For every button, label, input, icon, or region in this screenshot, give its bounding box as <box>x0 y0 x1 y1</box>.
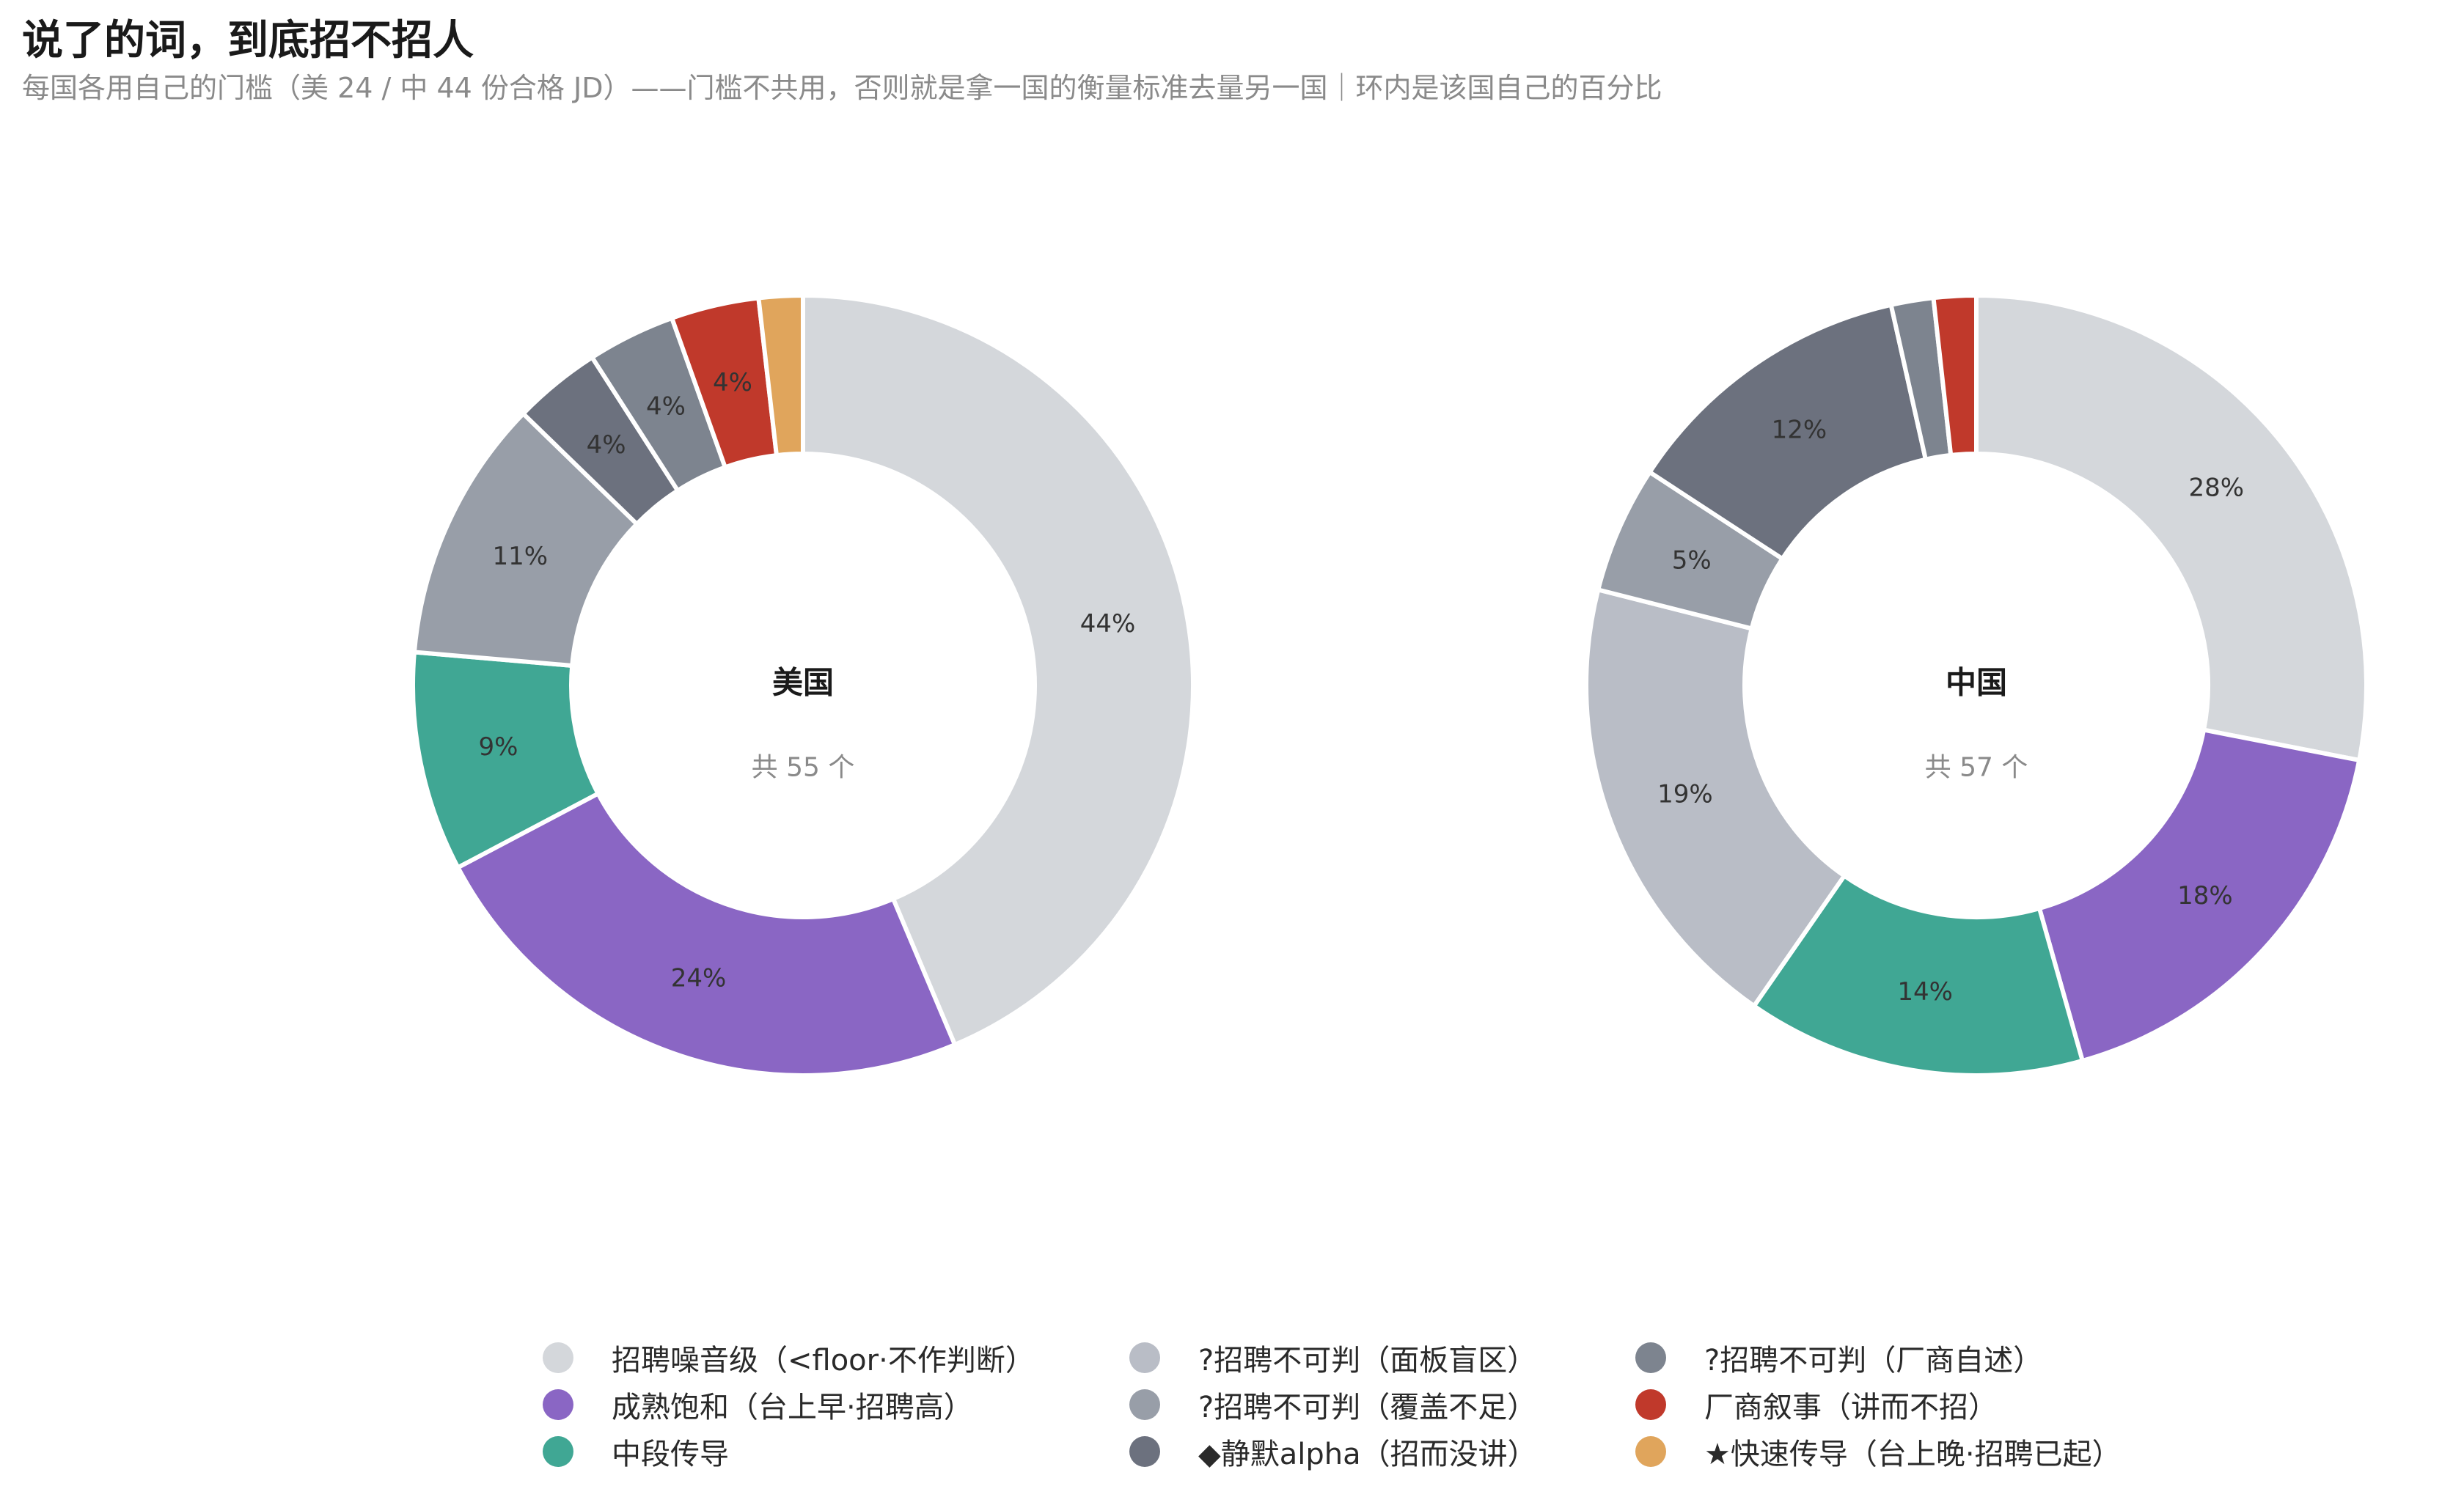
slice-percent-label: 4% <box>646 392 686 422</box>
donut-center-total: 共 57 个 <box>1925 753 2028 783</box>
donut-slice <box>1974 293 2369 762</box>
legend-swatch-icon <box>1635 1389 1666 1420</box>
donut-slice <box>455 791 958 1078</box>
donut-slice <box>801 293 1195 1048</box>
donut-center-title: 中国 <box>1946 665 2007 701</box>
legend-item: ?招聘不可判（覆盖不足） <box>1129 1381 1635 1428</box>
legend-swatch-icon <box>1635 1436 1666 1467</box>
legend-item: ◆静默alpha（招而没讲） <box>1129 1428 1635 1475</box>
slice-percent-label: 12% <box>1772 416 1827 445</box>
slice-percent-label: 4% <box>587 430 626 460</box>
donut-slice <box>1584 587 1847 1009</box>
slice-percent-label: 19% <box>1657 780 1713 809</box>
legend-label: ?招聘不可判（面板盲区） <box>1198 1344 1537 1378</box>
legend-label: 成熟饱和（台上早·招聘高） <box>612 1391 973 1424</box>
donut-chart-cn: 28% 18% 14% 19% 5% 12% 中国共 57 个 <box>1584 293 2369 1078</box>
slice-percent-label: 5% <box>1672 546 1712 575</box>
legend-item: ?招聘不可判（厂商自述） <box>1635 1334 2200 1381</box>
legend-item: 招聘噪音级（<floor·不作判断） <box>543 1334 1129 1381</box>
legend-swatch-icon <box>543 1342 573 1373</box>
legend-swatch-icon <box>1129 1342 1160 1373</box>
legend: 招聘噪音级（<floor·不作判断） ?招聘不可判（面板盲区） ?招聘不可判（厂商自… <box>543 1334 2200 1475</box>
donut-slice <box>756 293 805 458</box>
legend-item: ?招聘不可判（面板盲区） <box>1129 1334 1635 1381</box>
donut-center-title: 美国 <box>772 665 834 701</box>
header: 说了的词，到底招不招人 每国各用自己的门槛（美 24 / 中 44 份合格 JD… <box>22 16 2442 106</box>
slice-percent-label: 44% <box>1080 609 1136 639</box>
slice-percent-label: 9% <box>478 732 518 762</box>
legend-label: 招聘噪音级（<floor·不作判断） <box>612 1344 1035 1378</box>
slice-percent-label: 14% <box>1897 977 1953 1007</box>
legend-label: 中段传导 <box>612 1438 729 1471</box>
legend-item: ★快速传导（台上晚·招聘已起） <box>1635 1428 2200 1475</box>
donut-slice <box>1647 302 1928 562</box>
donut-charts: 44% 24% 9% 11% 4% 4% 4% 美国共 55 个 28% 18% 14% 19% 5% 1… <box>411 293 2369 1078</box>
legend-label: 厂商叙事（讲而不招） <box>1704 1391 1998 1424</box>
legend-label: ?招聘不可判（厂商自述） <box>1704 1344 2043 1378</box>
donut-chart-us: 44% 24% 9% 11% 4% 4% 4% 美国共 55 个 <box>411 293 1195 1078</box>
donut-slice <box>2036 727 2362 1063</box>
legend-item: 成熟饱和（台上早·招聘高） <box>543 1381 1129 1428</box>
legend-swatch-icon <box>1635 1342 1666 1373</box>
page-title: 说了的词，到底招不招人 <box>22 17 474 65</box>
legend-swatch-icon <box>543 1436 573 1467</box>
legend-label: ★快速传导（台上晚·招聘已起） <box>1704 1438 2122 1471</box>
legend-label: ◆静默alpha（招而没讲） <box>1198 1438 1537 1471</box>
slice-percent-label: 4% <box>713 368 752 397</box>
slice-percent-label: 18% <box>2177 881 2233 911</box>
donut-center-total: 共 55 个 <box>752 753 855 783</box>
donut-slice <box>1751 873 2085 1078</box>
legend-label: ?招聘不可判（覆盖不足） <box>1198 1391 1537 1424</box>
slice-percent-label: 11% <box>493 542 549 571</box>
donut-slice <box>1931 293 1979 457</box>
slice-percent-label: 28% <box>2189 473 2245 502</box>
legend-item: 厂商叙事（讲而不招） <box>1635 1381 2200 1428</box>
legend-swatch-icon <box>1129 1389 1160 1420</box>
legend-swatch-icon <box>1129 1436 1160 1467</box>
legend-swatch-icon <box>543 1389 573 1420</box>
page-subtitle: 每国各用自己的门槛（美 24 / 中 44 份合格 JD）——门槛不共用，否则就… <box>22 72 1662 105</box>
slice-percent-label: 24% <box>671 963 727 993</box>
legend-item: 中段传导 <box>543 1428 1129 1475</box>
